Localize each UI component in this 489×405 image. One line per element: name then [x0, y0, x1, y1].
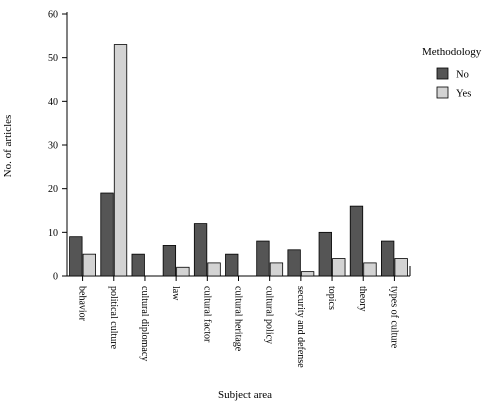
bar-yes-types-of-culture	[394, 258, 408, 277]
bar-yes-cultural-policy	[269, 262, 284, 277]
x-tick-label: cultural policy	[264, 286, 275, 344]
bar-no-security-and-defense	[287, 249, 301, 277]
x-tick-label: political culture	[108, 286, 119, 350]
bar-yes-security-and-defense	[300, 271, 315, 277]
y-tick-label: 50	[48, 53, 58, 64]
y-tick-label: 0	[53, 272, 58, 283]
x-tick-label: cultural factor	[201, 286, 212, 343]
bar-no-political-culture	[100, 192, 114, 277]
bars	[69, 44, 408, 277]
bar-no-cultural-heritage	[225, 253, 239, 277]
legend-label-no: No	[456, 70, 469, 81]
bar-no-cultural-policy	[256, 240, 270, 277]
x-axis-title: Subject area	[218, 389, 272, 401]
y-tick-label: 30	[48, 141, 58, 152]
bar-no-topics	[318, 231, 332, 277]
y-axis: 0 10 20 30 40 50 60	[48, 10, 67, 283]
x-tick-label: topics	[326, 286, 337, 310]
bar-no-behavior	[69, 236, 83, 277]
x-tick-label: security and defense	[295, 286, 306, 368]
bar-no-types-of-culture	[381, 240, 395, 277]
y-axis-title: No. of articles	[2, 115, 14, 178]
legend-title: Methodology	[422, 46, 482, 58]
legend-label-yes: Yes	[456, 89, 471, 100]
bar-no-cultural-diplomacy	[131, 253, 145, 277]
y-tick-label: 40	[48, 97, 58, 108]
x-tick-label: law	[170, 286, 181, 301]
x-tick-label: cultural diplomacy	[139, 286, 150, 361]
bar-yes-law	[176, 266, 190, 277]
y-tick-label: 10	[48, 228, 58, 239]
x-tick-label: theory	[357, 286, 368, 312]
legend-swatch-no	[436, 67, 449, 80]
x-tick-label: cultural heritage	[233, 286, 244, 352]
bar-yes-behavior	[82, 253, 96, 277]
bar-yes-theory	[363, 262, 377, 277]
x-axis: behavior political culture cultural diplom…	[77, 276, 399, 368]
bar-no-theory	[349, 205, 364, 277]
bar-no-cultural-factor	[193, 223, 208, 277]
bar-no-law	[162, 245, 177, 277]
legend-swatch-yes	[436, 86, 449, 99]
x-tick-label: types of culture	[388, 286, 399, 349]
bar-yes-cultural-factor	[207, 262, 221, 277]
legend: Methodology No Yes	[422, 46, 482, 100]
y-tick-label: 20	[48, 184, 58, 195]
x-tick-label: behavior	[77, 286, 88, 322]
y-tick-label: 60	[48, 10, 58, 21]
bar-yes-political-culture	[113, 44, 128, 277]
bar-yes-topics	[332, 258, 346, 277]
